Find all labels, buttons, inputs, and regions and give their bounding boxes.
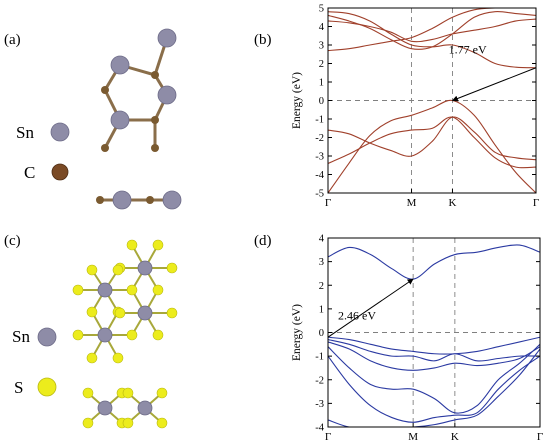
- y-tick-label: -5: [315, 189, 324, 200]
- legend-sn-label: Sn: [12, 327, 30, 346]
- band-line: [328, 336, 540, 355]
- sn-atom: [97, 282, 113, 298]
- band-line: [328, 11, 536, 69]
- c-atom: [151, 144, 159, 152]
- kpoint-label: M: [407, 197, 417, 209]
- band-line: [328, 116, 536, 161]
- sns-top-view: [72, 239, 178, 364]
- kpoint-label: K: [451, 431, 459, 443]
- legend-a: Sn C: [16, 122, 70, 182]
- sn-atom: [162, 190, 182, 210]
- band-line: [328, 348, 540, 427]
- c-atom: [151, 71, 159, 79]
- band-line: [328, 343, 540, 414]
- y-tick-label: -2: [315, 133, 324, 144]
- c-atom: [146, 196, 154, 204]
- panel-a: (a): [4, 28, 182, 210]
- band-line: [328, 244, 540, 280]
- panel-b-label: (b): [254, 32, 272, 48]
- kpoint-label: M: [408, 431, 418, 443]
- y-axis-title: Energy (eV): [291, 72, 303, 129]
- bands: [328, 244, 540, 427]
- y-tick-label: 0: [319, 96, 324, 107]
- y-axis-title: Energy (eV): [291, 304, 303, 361]
- band-gap-arrow: [451, 67, 537, 102]
- sns-side-view: [82, 387, 168, 429]
- y-tick-label: -3: [315, 399, 324, 410]
- sn-atom: [110, 110, 130, 130]
- y-tick-label: 3: [319, 257, 324, 268]
- kpoint-label: Γ: [325, 197, 331, 209]
- sn-atom: [137, 400, 153, 416]
- snc-top-view: [101, 28, 177, 152]
- y-tick-label: -4: [315, 170, 324, 181]
- legend-s-label: S: [14, 378, 23, 397]
- y-tick-label: -1: [315, 115, 324, 126]
- y-tick-label: -2: [315, 375, 324, 386]
- legend-sn-label: Sn: [16, 123, 34, 142]
- y-tick-label: 3: [319, 41, 324, 52]
- sn-atom: [112, 190, 132, 210]
- snc-side-view: [96, 190, 182, 210]
- y-tick-label: -4: [315, 423, 324, 434]
- band-gap-label: 1.77 eV: [449, 42, 487, 56]
- y-tick-label: 1: [319, 78, 324, 89]
- band-line: [328, 339, 540, 362]
- band-line: [328, 99, 536, 193]
- legend-s-atom: [37, 377, 57, 397]
- sn-atom: [137, 260, 153, 276]
- c-atom: [101, 144, 109, 152]
- band-gap-arrow: [327, 278, 414, 338]
- y-tick-label: -3: [315, 152, 324, 163]
- panel-c-label: (c): [4, 233, 21, 249]
- legend-c-label: C: [24, 163, 35, 182]
- y-tick-label: -1: [315, 352, 324, 363]
- kpoint-label: Γ: [537, 431, 543, 443]
- legend-c-atom: [51, 163, 69, 181]
- legend-sn-atom: [50, 122, 70, 142]
- sn-atom: [97, 327, 113, 343]
- sn-atom: [157, 28, 177, 48]
- y-tick-label: 4: [319, 22, 325, 33]
- y-tick-label: 4: [319, 234, 325, 245]
- sn-atom: [97, 400, 113, 416]
- sn-atom: [137, 305, 153, 321]
- kpoint-label: K: [448, 197, 456, 209]
- c-atom: [101, 86, 109, 94]
- panel-a-label: (a): [4, 32, 21, 48]
- y-tick-label: 0: [319, 328, 324, 339]
- y-tick-label: 5: [319, 4, 324, 15]
- y-tick-label: 1: [319, 304, 324, 315]
- kpoint-label: Γ: [533, 197, 539, 209]
- band-line: [328, 116, 536, 169]
- bands: [328, 8, 536, 193]
- band-gap-label: 2.46 eV: [338, 309, 376, 323]
- sn-atom: [110, 55, 130, 75]
- band-line: [328, 8, 536, 52]
- panel-d-label: (d): [254, 233, 272, 249]
- band-line: [328, 18, 536, 43]
- c-atom: [151, 116, 159, 124]
- band-line: [328, 341, 540, 371]
- c-atom: [96, 196, 104, 204]
- y-tick-label: 2: [319, 281, 324, 292]
- legend-c: Sn S: [12, 327, 57, 397]
- legend-sn-atom: [37, 327, 57, 347]
- y-tick-label: 2: [319, 59, 324, 70]
- band-line: [328, 11, 536, 50]
- kpoint-label: Γ: [325, 431, 331, 443]
- panel-c: (c): [4, 233, 178, 429]
- band-line: [328, 355, 540, 423]
- sn-atom: [157, 85, 177, 105]
